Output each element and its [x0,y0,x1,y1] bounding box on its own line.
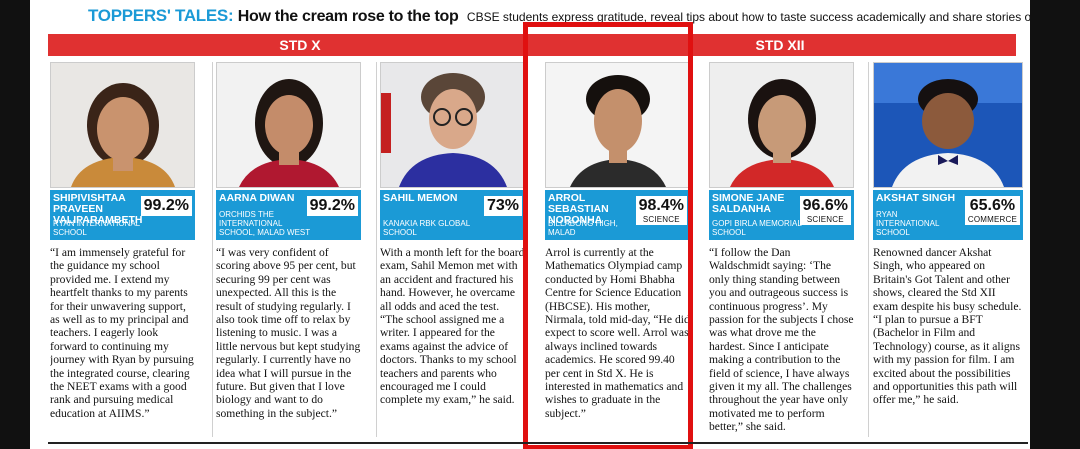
percentage-value: 73% [486,197,519,214]
topper-photo [50,62,195,188]
topper-quote: Arrol is currently at the Mathematics Ol… [545,246,690,420]
topper-card: SAHIL MEMON KANAKIA RBK GLOBAL SCHOOL 73… [380,62,525,436]
column-divider [212,62,213,437]
topper-card: SHIPIVISHTAA PRAVEEN VALIPARAMBETH RYAN … [50,62,195,436]
headline-title: How the cream rose to the top [237,8,459,25]
topper-namebox: AKSHAT SINGH RYAN INTERNATIONAL SCHOOL 6… [873,190,1023,240]
topper-namebox: ARROL SEBASTIAN NORONHA BILLABONG HIGH, … [545,190,690,240]
headline: TOPPERS' TALES: How the cream rose to th… [88,6,1030,30]
topper-school: KANAKIA RBK GLOBAL SCHOOL [383,219,470,237]
percentage-value: 96.6% [802,197,848,214]
section-band-std-xii: STD XII [544,34,1016,56]
topper-percentage: 99.2% [140,196,192,216]
section-band-std-x: STD X [48,34,552,56]
topper-namebox: SAHIL MEMON KANAKIA RBK GLOBAL SCHOOL 73… [380,190,525,240]
topper-quote: With a month left for the board exam, Sa… [380,246,525,407]
topper-photo [380,62,525,188]
topper-name: AKSHAT SINGH [876,192,956,204]
topper-quote: “I was very confident of scoring above 9… [216,246,361,420]
topper-photo [709,62,854,188]
topper-school: RYAN INTERNATIONAL SCHOOL [53,219,140,237]
percentage-value: 99.2% [143,197,189,214]
topper-namebox: SIMONE JANE SALDANHA GOPI BIRLA MEMORIAL… [709,190,854,240]
topper-namebox: SHIPIVISHTAA PRAVEEN VALIPARAMBETH RYAN … [50,190,195,240]
stream-label: COMMERCE [967,215,1017,224]
highlight-frame [523,22,693,449]
topper-quote: “I follow the Dan Waldschmidt saying: ‘T… [709,246,854,434]
column-divider [868,62,869,437]
topper-photo [873,62,1023,188]
topper-name: SIMONE JANE SALDANHA [712,192,785,215]
newspaper-page: TOPPERS' TALES: How the cream rose to th… [30,0,1030,449]
percentage-value: 99.2% [309,197,355,214]
topper-quote: Renowned dancer Akshat Singh, who appear… [873,246,1022,407]
topper-name: SAHIL MEMON [383,192,458,204]
page-rule [48,442,1028,444]
topper-namebox: AARNA DIWAN ORCHIDS THE INTERNATIONAL SC… [216,190,361,240]
topper-school: ORCHIDS THE INTERNATIONAL SCHOOL, MALAD … [219,210,311,237]
topper-card: ARROL SEBASTIAN NORONHA BILLABONG HIGH, … [545,62,690,436]
topper-percentage: 99.2% [306,196,358,216]
percentage-value: 98.4% [638,197,684,214]
topper-percentage: 65.6% COMMERCE [964,196,1020,225]
topper-photo [545,62,690,188]
topper-school: BILLABONG HIGH, MALAD [548,219,618,237]
headline-subtitle: CBSE students express gratitude, reveal … [466,10,1030,24]
topper-card: AARNA DIWAN ORCHIDS THE INTERNATIONAL SC… [216,62,361,436]
topper-school: GOPI BIRLA MEMORIAL SCHOOL [712,219,802,237]
topper-percentage: 73% [483,196,522,216]
stream-label: SCIENCE [806,215,844,224]
topper-name: AARNA DIWAN [219,192,295,204]
topper-school: RYAN INTERNATIONAL SCHOOL [876,210,940,237]
topper-card: SIMONE JANE SALDANHA GOPI BIRLA MEMORIAL… [709,62,854,436]
topper-percentage: 98.4% SCIENCE [635,196,687,225]
stream-label: SCIENCE [642,215,680,224]
topper-name: SHIPIVISHTAA PRAVEEN VALIPARAMBETH [53,192,143,226]
percentage-value: 65.6% [969,197,1016,214]
column-divider [376,62,377,437]
topper-percentage: 96.6% SCIENCE [799,196,851,225]
topper-quote: “I am immensely grateful for the guidanc… [50,246,194,420]
topper-photo [216,62,361,188]
headline-kicker: TOPPERS' TALES: [88,6,234,25]
topper-card: AKSHAT SINGH RYAN INTERNATIONAL SCHOOL 6… [873,62,1023,436]
topper-name: ARROL SEBASTIAN NORONHA [548,192,609,226]
